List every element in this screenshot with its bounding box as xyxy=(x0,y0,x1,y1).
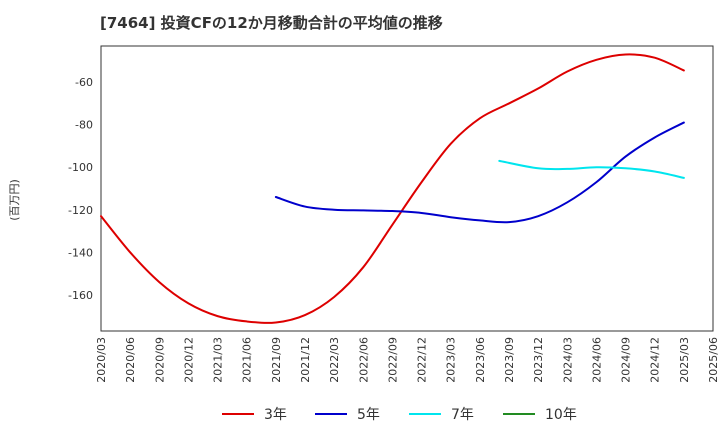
x-tick-label: 2024/09 xyxy=(620,337,633,383)
axes xyxy=(100,45,714,332)
x-tick-label: 2025/03 xyxy=(678,337,691,383)
series-line-2 xyxy=(498,159,685,179)
x-tick-label: 2021/06 xyxy=(241,337,254,383)
x-tick-label: 2020/09 xyxy=(153,337,166,383)
y-tick-label: -120 xyxy=(68,204,93,217)
legend-label-3: 10年 xyxy=(545,407,577,423)
x-tick-label: 2022/06 xyxy=(357,337,370,383)
series-line-1 xyxy=(274,121,685,224)
x-tick-label: 2022/09 xyxy=(386,337,399,383)
legend-label-1: 5年 xyxy=(357,407,380,423)
legend-label-2: 7年 xyxy=(451,407,474,423)
x-tick-label: 2022/03 xyxy=(328,337,341,383)
x-tick-label: 2022/12 xyxy=(416,337,429,383)
x-tick-label: 2023/09 xyxy=(503,337,516,383)
x-tick-label: 2025/06 xyxy=(707,337,720,383)
x-tick-label: 2021/12 xyxy=(299,337,312,383)
y-tick-label: -140 xyxy=(68,246,93,259)
x-tick-label: 2021/09 xyxy=(270,337,283,383)
x-tick-label: 2023/03 xyxy=(445,337,458,383)
legend-label-0: 3年 xyxy=(264,407,287,423)
legend: 3年 5年 7年 10年 xyxy=(222,407,577,423)
y-tick-label: -60 xyxy=(75,76,93,89)
y-tick-label: -80 xyxy=(75,119,93,132)
y-tick-label: -160 xyxy=(68,289,93,302)
x-tick-label: 2024/12 xyxy=(649,337,662,383)
x-tick-label: 2020/03 xyxy=(95,337,108,383)
y-tick-label: -100 xyxy=(68,161,93,174)
chart-title: [7464] 投資CFの12か月移動合計の平均値の推移 xyxy=(100,14,443,32)
x-tick-label: 2024/03 xyxy=(561,337,574,383)
x-tick-label: 2020/06 xyxy=(124,337,137,383)
plot-frame xyxy=(100,45,714,332)
tick-labels: -60 -80 -100 -120 -140 -160 2020/03 2020/06 2020… xyxy=(68,76,720,383)
x-tick-label: 2024/06 xyxy=(590,337,603,383)
x-tick-label: 2023/12 xyxy=(532,337,545,383)
x-tick-label: 2021/03 xyxy=(212,337,225,383)
x-tick-label: 2020/12 xyxy=(182,337,195,383)
y-axis-label: (百万円) xyxy=(8,179,21,221)
series-lines xyxy=(100,53,685,324)
series-line-0 xyxy=(100,53,685,324)
x-tick-label: 2023/06 xyxy=(474,337,487,383)
